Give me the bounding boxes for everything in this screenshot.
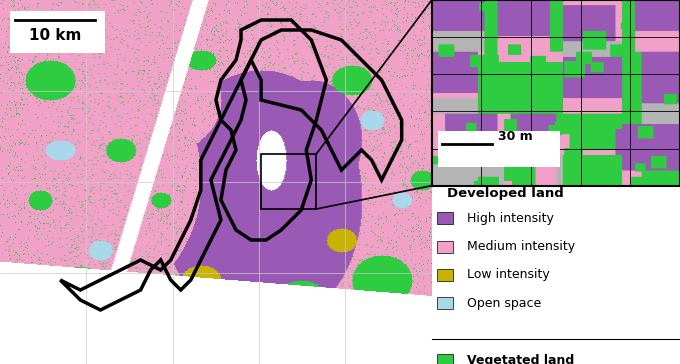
Text: 30 m: 30 m <box>498 130 533 143</box>
FancyBboxPatch shape <box>437 241 453 253</box>
Text: Developed land: Developed land <box>447 187 564 201</box>
FancyBboxPatch shape <box>10 11 105 53</box>
Bar <box>261 154 316 209</box>
Text: Low intensity: Low intensity <box>466 268 549 281</box>
Text: 10 km: 10 km <box>29 28 82 43</box>
Text: Open space: Open space <box>466 297 541 309</box>
FancyBboxPatch shape <box>437 213 453 224</box>
FancyBboxPatch shape <box>437 355 453 364</box>
Text: Vegetated land: Vegetated land <box>466 354 574 364</box>
FancyBboxPatch shape <box>437 269 453 281</box>
FancyBboxPatch shape <box>437 297 453 309</box>
Text: High intensity: High intensity <box>466 212 554 225</box>
FancyBboxPatch shape <box>439 131 560 167</box>
Text: Medium intensity: Medium intensity <box>466 240 575 253</box>
